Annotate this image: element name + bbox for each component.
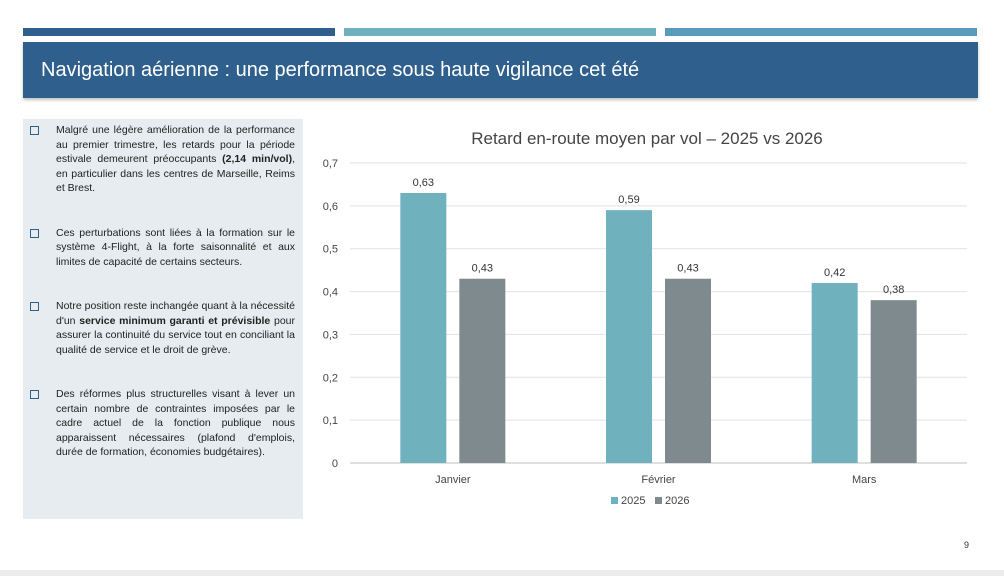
text-panel: Malgré une légère amélioration de la per… — [23, 119, 303, 519]
hollow-square-bullet-icon — [30, 302, 39, 311]
y-tick-label: 0,4 — [323, 287, 338, 299]
bar-2025-1 — [606, 210, 652, 463]
bullet-text-bold: (2,14 min/vol) — [222, 153, 293, 165]
top-accent-bar-1 — [23, 28, 335, 36]
top-accent-bar-2 — [344, 28, 656, 36]
bar-2026-2 — [870, 300, 917, 463]
data-label: 0,38 — [883, 284, 904, 296]
x-tick-label: Janvier — [435, 474, 471, 486]
bullet-text: Ces perturbations sont liées à la format… — [56, 226, 295, 270]
bullet-text: Notre position reste inchangée quant à l… — [56, 299, 295, 357]
legend-swatch — [655, 497, 662, 504]
hollow-square-bullet-icon — [30, 126, 39, 135]
bottom-strip — [0, 570, 1004, 576]
bar-2026-1 — [665, 278, 711, 463]
data-label: 0,59 — [618, 194, 639, 206]
bar-2025-0 — [400, 193, 447, 463]
bullet-text: Des réformes plus structurelles visant à… — [56, 387, 295, 460]
y-tick-label: 0,3 — [323, 329, 338, 341]
bullet-text-bold: service minimum garanti et prévisible — [79, 314, 271, 327]
y-tick-label: 0,6 — [323, 201, 338, 213]
x-tick-label: Mars — [852, 474, 877, 486]
y-tick-label: 0,7 — [323, 158, 338, 170]
hollow-square-bullet-icon — [30, 228, 39, 238]
bullet-text-part: Notre position reste inchangée quant à l… — [56, 300, 295, 327]
legend-swatch — [611, 497, 618, 504]
bullet-item: Notre position reste inchangée quant à l… — [30, 299, 295, 357]
slide-header: Navigation aérienne : une performance so… — [23, 42, 978, 98]
y-tick-label: 0,5 — [323, 244, 338, 256]
bar-2026-0 — [459, 278, 506, 463]
bullet-text-part: pour assurer la continuité du service to… — [56, 314, 295, 356]
legend-label: 2025 — [621, 495, 645, 507]
bullet-item: Des réformes plus structurelles visant à… — [30, 387, 295, 460]
data-label: 0,43 — [677, 263, 698, 275]
bullet-item: Ces perturbations sont liées à la format… — [30, 226, 295, 270]
bullet-text-part: Malgré une légère amélioration de la per… — [56, 124, 295, 165]
x-tick-label: Février — [641, 474, 676, 486]
slide-title: Navigation aérienne : une performance so… — [41, 58, 640, 81]
y-tick-label: 0,1 — [323, 415, 338, 427]
hollow-square-bullet-icon — [30, 390, 39, 399]
bar-chart: Retard en-route moyen par vol – 2025 vs … — [323, 129, 967, 507]
bullet-text: Malgré une légère amélioration de la per… — [56, 123, 295, 196]
y-tick-label: 0 — [332, 458, 338, 470]
y-tick-label: 0,2 — [323, 372, 338, 384]
data-label: 0,42 — [824, 267, 845, 279]
bullet-item: Malgré une légère amélioration de la per… — [30, 123, 295, 196]
bar-2025-2 — [811, 283, 858, 463]
data-label: 0,63 — [413, 177, 434, 189]
data-label: 0,43 — [472, 263, 493, 275]
bullet-text-part: Ces perturbations sont liées à la format… — [56, 226, 295, 268]
chart-title: Retard en-route moyen par vol – 2025 vs … — [471, 129, 823, 148]
bullet-text-part: , en particulier dans les centres de Mar… — [56, 153, 295, 194]
legend-label: 2026 — [665, 495, 689, 507]
top-accent-bar-3 — [665, 28, 977, 36]
bullet-text-part: Des réformes plus structurelles visant à… — [56, 388, 295, 458]
page-number: 9 — [964, 540, 970, 550]
